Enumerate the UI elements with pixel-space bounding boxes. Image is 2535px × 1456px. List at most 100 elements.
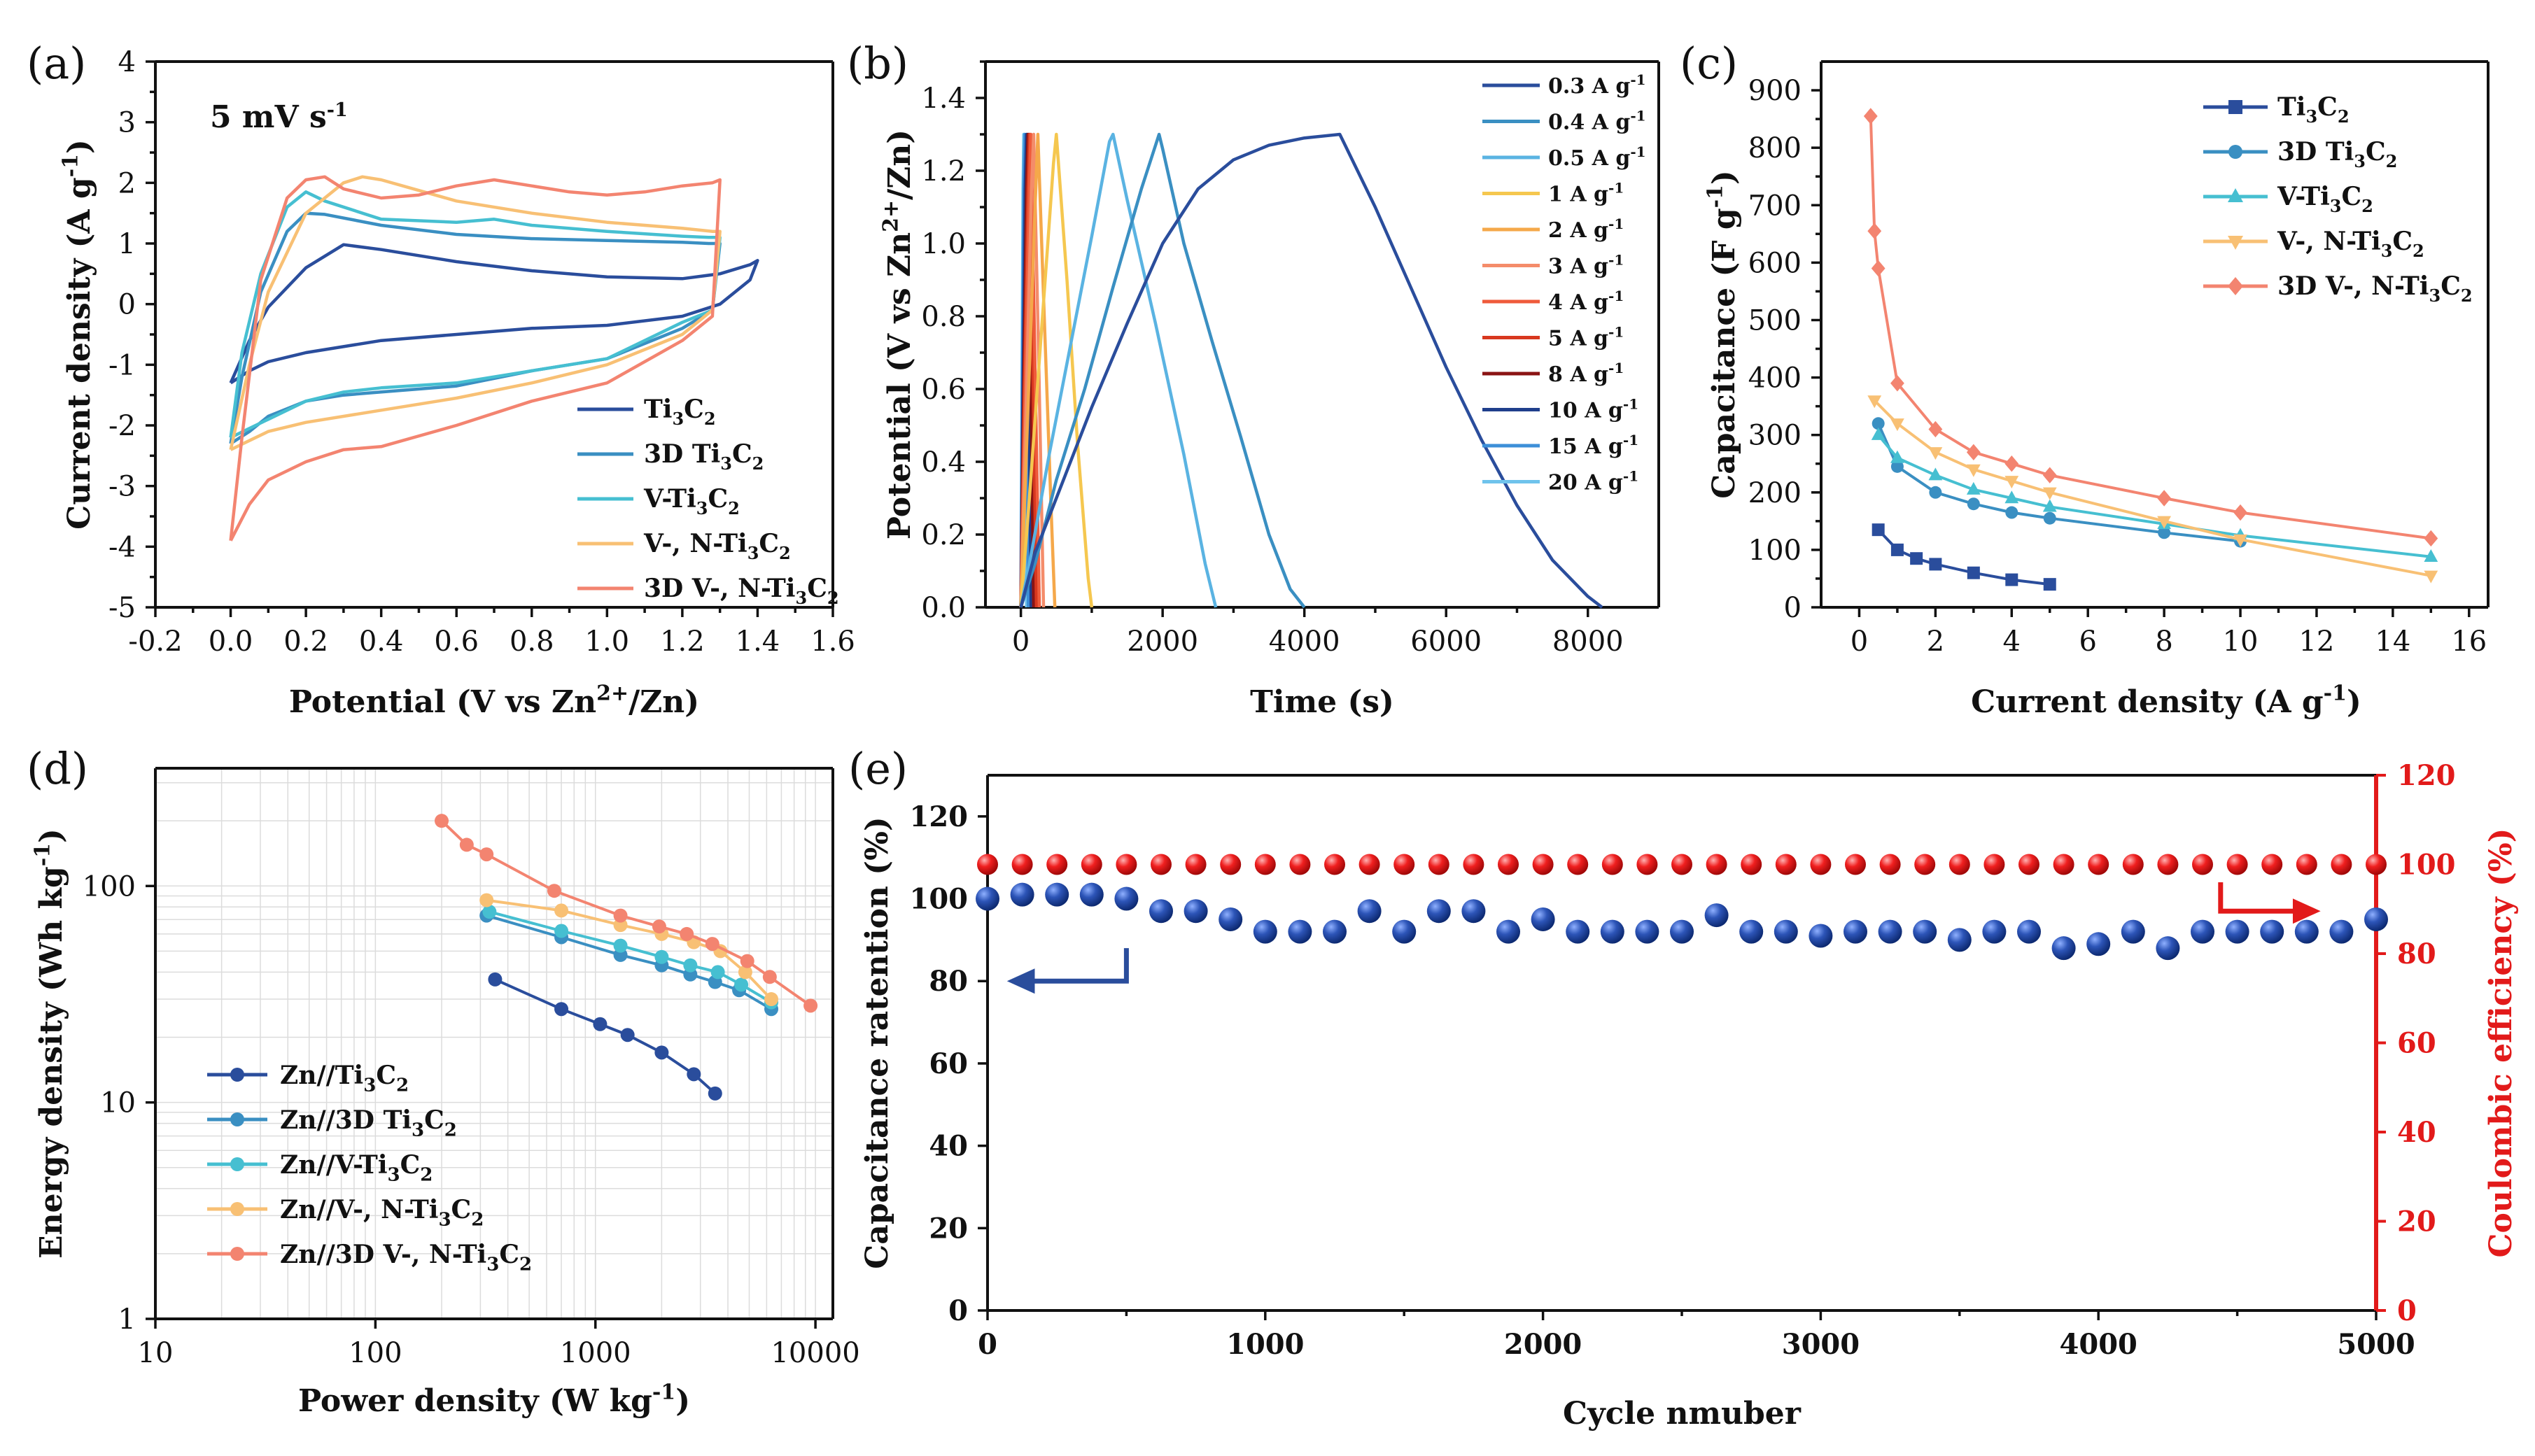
text-span: g: [1587, 327, 1608, 351]
text-span: 20 A: [1548, 471, 1601, 495]
text-span: 0.5 A: [1548, 146, 1609, 171]
y-right-tick-label: 0: [2397, 1294, 2417, 1327]
data-point: [554, 924, 569, 938]
cv-curve-V-Ti3C2: [229, 190, 722, 439]
coulombic-efficiency-point: [2018, 854, 2039, 875]
y-tick-label: 100: [83, 870, 136, 903]
text-span: -1: [2324, 681, 2347, 705]
y-axis-label: Potential (V vs Zn2+/Zn): [878, 129, 918, 539]
text-span: Zn//V-: [280, 1150, 362, 1180]
y-tick-label: -2: [108, 410, 136, 442]
data-point: [2424, 570, 2438, 584]
coulombic-efficiency-point: [2088, 854, 2109, 875]
legend-label: 10 A g-1: [1548, 396, 1638, 423]
legend-label: 2 A g-1: [1548, 215, 1624, 243]
coulombic-efficiency-point: [2296, 854, 2317, 875]
data-point: [654, 1045, 669, 1060]
text-span: Ti: [2301, 182, 2329, 211]
text-span: g: [1601, 399, 1622, 423]
coulombic-efficiency-point: [2157, 854, 2179, 875]
text-span: 3: [412, 1120, 424, 1141]
text-span: 2: [2361, 196, 2373, 216]
y-right-tick-label: 60: [2397, 1027, 2436, 1060]
text-span: V-, N-: [2277, 227, 2355, 256]
text-span: 3D: [2277, 137, 2326, 167]
coulombic-efficiency-point: [1845, 854, 1866, 875]
cv-curve-Ti3C2: [229, 243, 759, 385]
legend-label: Ti3C2: [2277, 92, 2350, 127]
capacitance-retention-point: [1184, 899, 1208, 924]
coulombic-efficiency-point: [1151, 854, 1172, 875]
text-span: -1: [1623, 432, 1638, 448]
text-span: g: [2291, 684, 2324, 720]
x-tick-label: 0.2: [283, 625, 328, 658]
data-point: [2042, 499, 2057, 512]
x-tick-label: 6000: [1410, 625, 1482, 658]
text-span: 3: [747, 543, 759, 563]
text-span: 0.3 A: [1548, 74, 1609, 99]
data-point: [2043, 578, 2056, 591]
x-tick-label: 1.2: [660, 625, 705, 658]
data-point: [1928, 467, 1943, 481]
capacitance-retention-point: [2156, 936, 2180, 961]
y-tick-label: 80: [929, 965, 968, 998]
capacitance-retention-point: [2121, 919, 2145, 944]
text-span: 3 A: [1548, 255, 1587, 279]
rate-line-V-N-Ti3C2: [1873, 399, 2431, 577]
data-point: [680, 926, 694, 941]
legend-marker: [230, 1202, 244, 1216]
scan-rate-annotation: 5 mV s-1: [210, 99, 348, 135]
text-span: C: [2392, 227, 2413, 256]
text-span: -1: [1608, 360, 1624, 376]
text-span: Ti: [767, 574, 795, 603]
x-tick-label: 1000: [1226, 1328, 1304, 1361]
x-tick-label: -0.2: [128, 625, 182, 658]
data-point: [2157, 516, 2172, 529]
x-tick-label: 10: [2223, 625, 2259, 658]
capacitance-retention-point: [1426, 899, 1451, 924]
coulombic-efficiency-point: [1567, 854, 1589, 875]
y-tick-label: 400: [1748, 362, 1802, 395]
text-span: C: [451, 1195, 472, 1224]
right-arrow-head: [2292, 898, 2321, 924]
panel-e: 0 1000 2000 3000 4000 50000204060801001200204…: [848, 743, 2519, 1432]
text-span: 3: [795, 588, 807, 608]
x-tick-label: 0: [1012, 625, 1030, 658]
coulombic-efficiency-point: [1254, 854, 1276, 875]
legend-label: 8 A g-1: [1548, 360, 1624, 387]
text-span: 3: [388, 1165, 400, 1186]
data-point: [2233, 534, 2247, 547]
data-point: [710, 965, 725, 980]
legend-label: Zn//3D V-, N-Ti3C2: [280, 1240, 532, 1275]
y-tick-label: 1: [118, 1303, 136, 1336]
gcd-curve-2-A-g-1: [1019, 132, 1057, 608]
legend-label: 3D V-, N-Ti3C2: [2277, 271, 2473, 306]
y-tick-label: 0.6: [921, 374, 966, 406]
data-point: [2005, 506, 2018, 519]
text-span: 3D V-, N-: [2277, 271, 2403, 301]
y-tick-label: 100: [910, 883, 969, 916]
data-point: [613, 938, 628, 953]
legend-marker: [2228, 100, 2242, 114]
gcd-curve-0-4-A-g-1: [1019, 132, 1306, 609]
data-point: [1890, 418, 1904, 432]
coulombic-efficiency-point: [1324, 854, 1345, 875]
coulombic-efficiency-point: [1706, 854, 1727, 875]
text-span: -1: [1608, 252, 1624, 269]
capacitance-retention-point: [1496, 919, 1520, 944]
x-tick-label: 100: [349, 1337, 402, 1369]
capacitance-retention-point: [1149, 899, 1173, 924]
panel-label: (a): [27, 38, 86, 89]
coulombic-efficiency-point: [1601, 854, 1623, 875]
coulombic-efficiency-point: [1810, 854, 1832, 875]
data-point: [654, 949, 669, 964]
y-tick-label: 200: [1748, 477, 1802, 509]
text-span: Zn: [882, 232, 918, 277]
x-tick-label: 4000: [1269, 625, 1340, 658]
capacitance-retention-point: [1774, 919, 1798, 944]
text-span: g: [1601, 434, 1622, 459]
y-tick-label: 1.2: [921, 155, 966, 188]
capacitance-retention-point: [2191, 919, 2214, 944]
x-tick-label: 1.6: [810, 625, 855, 658]
capacitance-retention-point: [1114, 886, 1139, 911]
